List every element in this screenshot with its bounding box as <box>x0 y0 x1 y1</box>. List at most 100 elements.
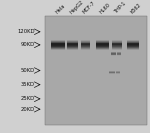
Bar <box>68 43 78 45</box>
Bar <box>109 72 115 73</box>
Bar <box>116 71 120 72</box>
Bar <box>112 43 122 45</box>
Bar <box>45 16 147 125</box>
Bar <box>117 55 122 56</box>
Bar <box>68 46 78 48</box>
Bar <box>116 72 120 73</box>
Text: 50KD: 50KD <box>20 68 34 73</box>
Bar <box>116 72 120 73</box>
Bar <box>112 48 122 50</box>
Bar <box>68 43 78 45</box>
Bar <box>68 47 78 49</box>
Bar <box>68 45 78 47</box>
Text: K562: K562 <box>129 2 142 15</box>
Bar <box>96 47 109 49</box>
Bar <box>81 47 90 49</box>
Bar <box>68 48 78 50</box>
Bar <box>112 47 122 49</box>
Bar <box>81 46 90 48</box>
Text: HL60: HL60 <box>99 2 112 15</box>
Bar <box>81 42 90 44</box>
Bar <box>116 73 120 74</box>
Bar <box>111 54 116 55</box>
Bar <box>68 41 78 43</box>
Bar <box>127 42 139 44</box>
Bar <box>81 41 90 43</box>
Bar <box>111 54 116 55</box>
Bar <box>96 42 109 44</box>
Bar <box>127 46 139 48</box>
Bar <box>51 47 65 49</box>
Bar <box>117 53 122 54</box>
Bar <box>51 44 65 46</box>
Bar <box>116 71 120 72</box>
Bar <box>112 41 122 43</box>
Text: 120KD: 120KD <box>17 29 34 34</box>
Bar <box>81 40 90 42</box>
Bar <box>96 41 109 43</box>
Bar <box>96 43 109 45</box>
Bar <box>51 45 65 47</box>
Bar <box>111 52 116 53</box>
Bar <box>96 40 109 42</box>
Bar <box>117 54 122 55</box>
Bar <box>81 44 90 46</box>
Bar <box>109 72 115 73</box>
Bar <box>51 46 65 48</box>
Bar <box>109 72 115 73</box>
Bar <box>127 45 139 47</box>
Bar <box>96 48 109 50</box>
Bar <box>81 48 90 50</box>
Text: 35KD: 35KD <box>21 82 34 87</box>
Bar <box>127 40 139 42</box>
Bar <box>127 43 139 45</box>
Bar <box>127 48 139 50</box>
Bar <box>51 40 65 42</box>
Bar <box>51 43 65 45</box>
Bar <box>112 45 122 47</box>
Bar <box>96 44 109 46</box>
Bar <box>109 73 115 74</box>
Bar <box>112 43 122 45</box>
Bar <box>109 71 115 72</box>
Bar <box>109 73 115 74</box>
Text: 20KD: 20KD <box>20 107 34 112</box>
Bar <box>96 46 109 48</box>
Bar <box>116 72 120 73</box>
Bar <box>127 47 139 49</box>
Bar <box>81 43 90 45</box>
Bar <box>51 48 65 50</box>
Bar <box>117 54 122 55</box>
Bar <box>117 52 122 53</box>
Text: THP-1: THP-1 <box>113 1 127 15</box>
Bar <box>116 73 120 74</box>
Bar <box>96 45 109 47</box>
Bar <box>81 45 90 47</box>
Bar <box>51 41 65 43</box>
Bar <box>127 44 139 46</box>
Text: Hela: Hela <box>55 3 66 15</box>
Text: MCF-7: MCF-7 <box>82 0 96 15</box>
Text: HepG2: HepG2 <box>69 0 85 15</box>
Bar <box>111 54 116 55</box>
Bar <box>111 55 116 56</box>
Text: 90KD: 90KD <box>20 42 34 47</box>
Bar <box>68 44 78 46</box>
Bar <box>81 43 90 45</box>
Bar <box>117 52 122 53</box>
Bar <box>96 43 109 45</box>
Bar <box>112 40 122 42</box>
Bar <box>117 54 122 55</box>
Bar <box>112 42 122 44</box>
Bar <box>112 44 122 46</box>
Bar <box>127 41 139 43</box>
Bar <box>111 53 116 54</box>
Bar <box>117 53 122 54</box>
Bar <box>51 42 65 44</box>
Bar <box>51 43 65 45</box>
Bar <box>68 42 78 44</box>
Bar <box>109 71 115 72</box>
Bar <box>109 73 115 74</box>
Text: 25KD: 25KD <box>20 96 34 101</box>
Bar <box>111 52 116 53</box>
